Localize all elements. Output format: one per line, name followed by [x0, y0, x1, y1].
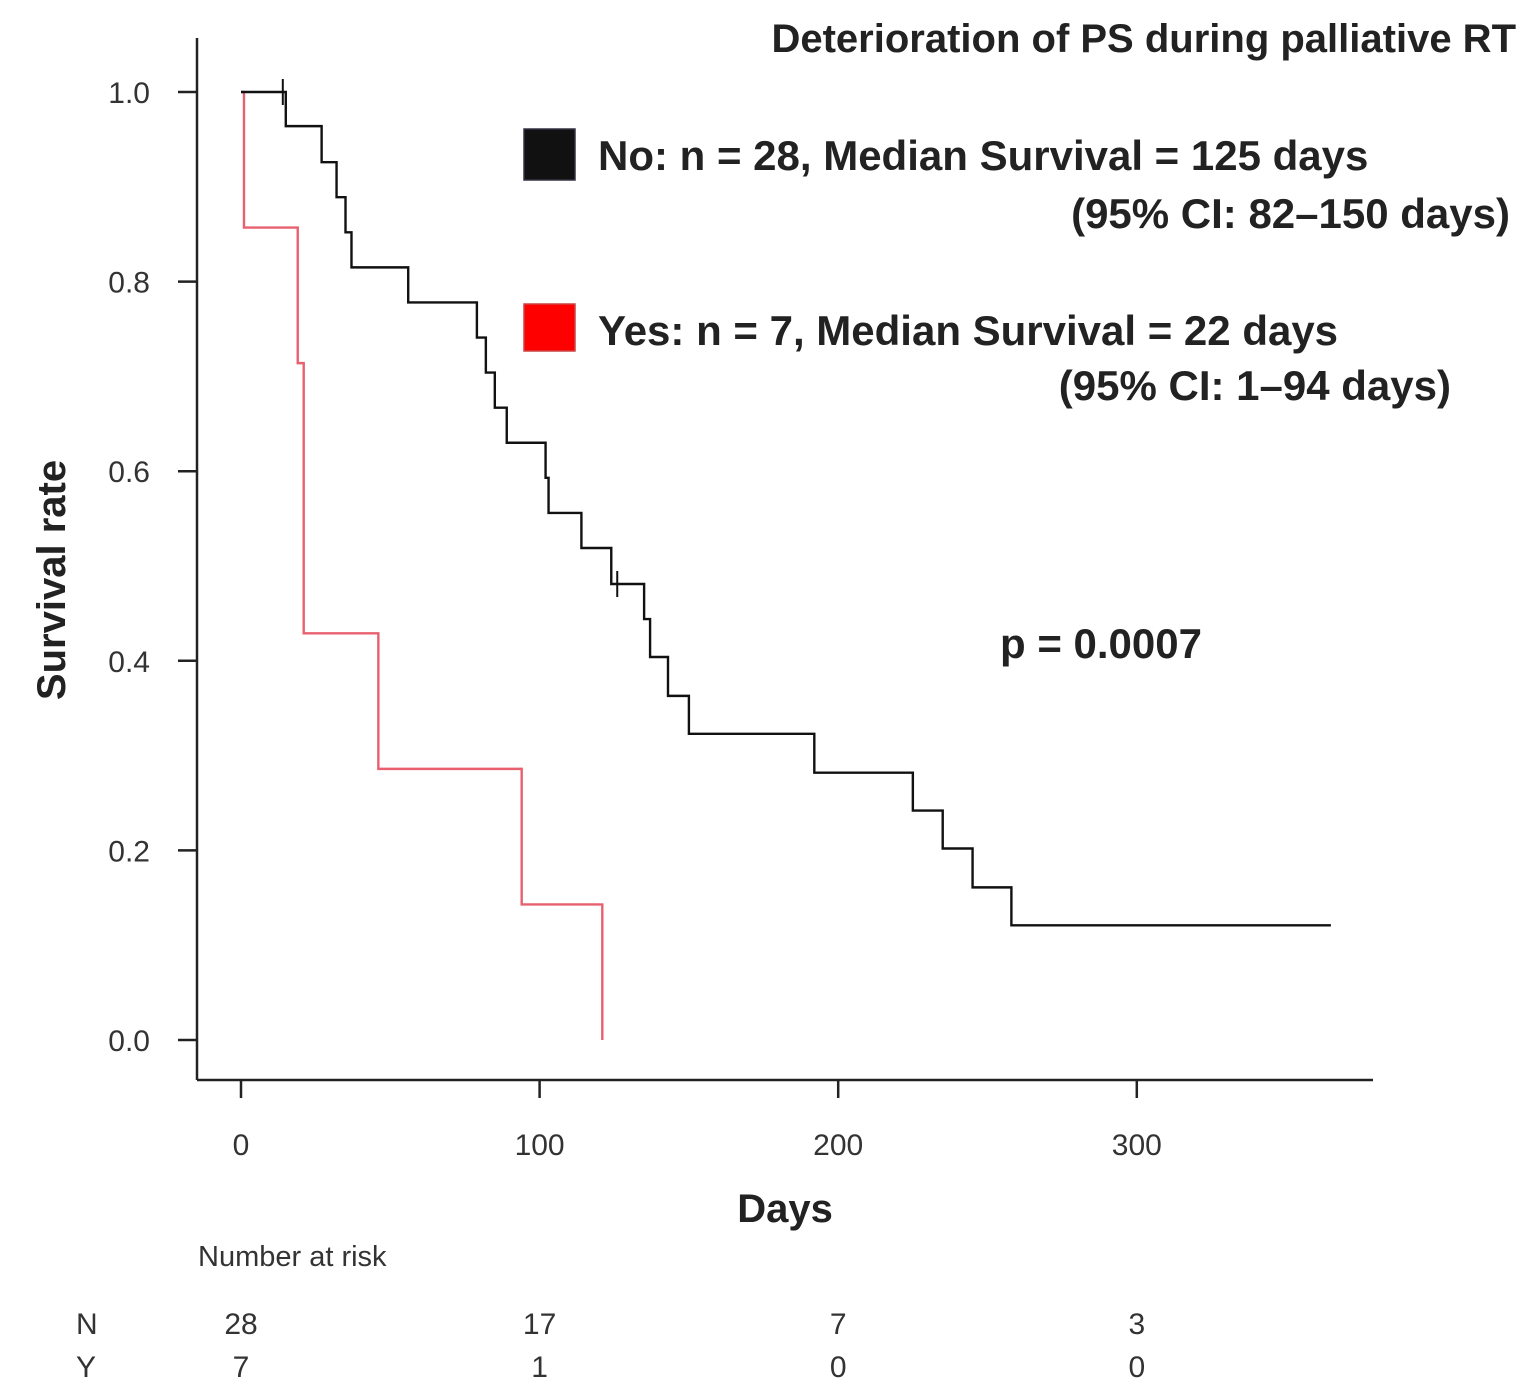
- risk-row-label-n: N: [76, 1308, 98, 1341]
- risk-value-y: 1: [531, 1351, 548, 1384]
- risk-value-y: 7: [233, 1351, 250, 1384]
- risk-value-n: 7: [830, 1308, 847, 1341]
- chart-title: Deterioration of PS during palliative RT: [771, 17, 1516, 61]
- risk-value-n: 28: [224, 1308, 257, 1341]
- p-value-annotation: p = 0.0007: [1000, 620, 1202, 667]
- x-tick-label: 100: [515, 1129, 565, 1162]
- x-tick-label: 0: [233, 1129, 250, 1162]
- plot-axes: [195, 38, 1373, 1082]
- legend-label-yes: Yes: n = 7, Median Survival = 22 days: [598, 307, 1338, 354]
- legend-swatch-yes: [523, 303, 576, 352]
- y-tick-label: 0.4: [108, 646, 150, 679]
- y-tick-label: 1.0: [108, 77, 150, 110]
- risk-values: 28 17 7 3 7 1 0 0: [224, 1308, 1145, 1384]
- risk-row-label-y: Y: [76, 1351, 96, 1384]
- y-axis-label: Survival rate: [30, 460, 74, 700]
- x-ticks: 0 100 200 300: [233, 1080, 1162, 1162]
- risk-table-title: Number at risk: [198, 1241, 387, 1273]
- risk-value-n: 3: [1128, 1308, 1145, 1341]
- x-axis-label: Days: [737, 1187, 833, 1231]
- risk-value-y: 0: [1128, 1351, 1145, 1384]
- series-curve-no: [241, 90, 1331, 927]
- legend-ci-yes: (95% CI: 1–94 days): [1059, 362, 1451, 409]
- y-tick-label: 0.6: [108, 456, 150, 489]
- x-tick-label: 200: [813, 1129, 863, 1162]
- risk-value-y: 0: [830, 1351, 847, 1384]
- y-ticks: 0.0 0.2 0.4 0.6 0.8 1.0: [108, 77, 197, 1058]
- risk-table: Number at risk N Y 28 17 7 3 7 1 0 0: [76, 1241, 1145, 1384]
- risk-value-n: 17: [523, 1308, 556, 1341]
- series-layer: [241, 79, 1331, 1040]
- series-curve-yes: [241, 90, 604, 1040]
- legend-label-no: No: n = 28, Median Survival = 125 days: [598, 132, 1368, 179]
- y-tick-label: 0.8: [108, 267, 150, 300]
- legend-swatch-no: [523, 128, 576, 181]
- legend: No: n = 28, Median Survival = 125 days (…: [523, 128, 1510, 409]
- legend-ci-no: (95% CI: 82–150 days): [1071, 190, 1510, 237]
- x-tick-label: 300: [1112, 1129, 1162, 1162]
- y-tick-label: 0.0: [108, 1025, 150, 1058]
- y-tick-label: 0.2: [108, 835, 150, 868]
